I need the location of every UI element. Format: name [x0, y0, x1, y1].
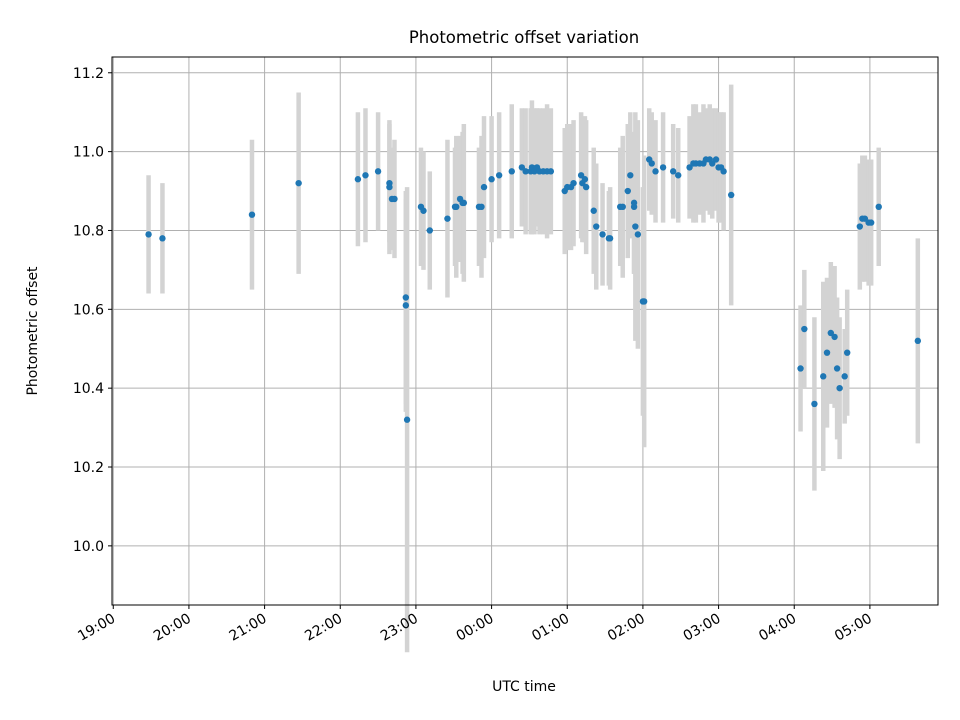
data-point: [577, 172, 585, 179]
data-point: [652, 168, 659, 175]
data-point: [159, 235, 166, 242]
data-point: [659, 164, 667, 171]
data-point: [875, 203, 882, 211]
data-point: [518, 164, 526, 171]
data-point: [599, 231, 606, 238]
data-point: [827, 329, 835, 337]
plot-frame: [111, 56, 939, 606]
x-tick-label: 02:00: [605, 611, 648, 645]
data-point: [444, 215, 451, 222]
data-point: [675, 172, 682, 179]
data-point: [836, 384, 843, 392]
data-point: [914, 337, 922, 345]
data-point: [648, 160, 655, 167]
x-tick-label: 22:00: [302, 611, 345, 645]
data-point: [402, 294, 410, 301]
data-point: [420, 207, 427, 214]
x-tick-label: 00:00: [454, 611, 497, 645]
data-point: [547, 168, 555, 175]
data-point: [632, 223, 639, 230]
data-point: [453, 203, 460, 211]
y-tick-label: 11.2: [73, 66, 104, 82]
data-point: [295, 179, 302, 187]
y-tick-label: 11.0: [73, 145, 104, 161]
axis-ticks: 19:00 20:00 21:00 22:00 23:00 00:00 01:00 02:00…: [73, 66, 875, 645]
data-point: [590, 207, 597, 214]
data-point: [145, 231, 152, 238]
data-point: [488, 176, 495, 183]
data-point: [811, 400, 818, 408]
data-point: [402, 302, 410, 309]
data-point: [522, 168, 529, 175]
data-point: [362, 172, 369, 179]
data-point: [426, 227, 433, 234]
data-point: [354, 176, 362, 183]
x-tick-label: 04:00: [756, 611, 799, 645]
data-point: [374, 168, 382, 175]
data-point: [867, 219, 875, 226]
data-point: [581, 176, 589, 183]
data-point: [831, 333, 838, 341]
data-point: [624, 187, 631, 195]
chart-title: Photometric offset variation: [409, 28, 639, 47]
data-point: [640, 298, 648, 305]
data-point: [856, 223, 864, 230]
data-point: [386, 183, 393, 191]
data-point: [727, 191, 735, 199]
y-tick-label: 10.8: [73, 223, 104, 239]
data-point: [248, 211, 256, 218]
data-point: [801, 325, 808, 333]
x-axis-label: UTC time: [492, 679, 556, 695]
x-tick-label: 19:00: [75, 611, 118, 645]
x-tick-label: 01:00: [529, 611, 572, 645]
data-point: [582, 183, 590, 191]
data-point: [823, 349, 831, 356]
data-point: [712, 156, 720, 163]
y-axis-label: Photometric offset: [25, 266, 41, 396]
data-point: [495, 172, 503, 179]
data-point: [619, 203, 626, 211]
data-point: [669, 168, 677, 175]
data-point: [797, 365, 804, 372]
x-tick-label: 21:00: [227, 611, 270, 645]
data-points: [145, 156, 922, 423]
x-tick-label: 03:00: [681, 611, 724, 645]
data-point: [634, 231, 642, 238]
y-tick-label: 10.2: [73, 460, 104, 476]
data-point: [480, 183, 488, 191]
x-tick-label: 05:00: [832, 611, 875, 645]
data-point: [627, 172, 634, 179]
data-point: [841, 373, 848, 380]
data-point: [720, 168, 727, 175]
data-point: [403, 416, 411, 423]
y-tick-label: 10.6: [73, 302, 104, 318]
data-point: [833, 365, 841, 372]
data-point: [686, 164, 693, 171]
y-tick-label: 10.0: [73, 539, 104, 555]
data-point: [391, 195, 398, 203]
data-point: [630, 203, 638, 211]
data-point: [844, 349, 851, 356]
x-tick-label: 20:00: [151, 611, 194, 645]
data-point: [570, 179, 577, 187]
x-tick-label: 23:00: [378, 611, 421, 645]
data-point: [709, 160, 716, 167]
data-point: [861, 215, 869, 222]
y-tick-label: 10.4: [73, 381, 104, 397]
data-point: [820, 373, 827, 380]
data-point: [478, 203, 485, 211]
data-point: [593, 223, 600, 230]
data-point: [606, 235, 614, 242]
data-point: [460, 199, 468, 207]
data-point: [508, 168, 515, 175]
